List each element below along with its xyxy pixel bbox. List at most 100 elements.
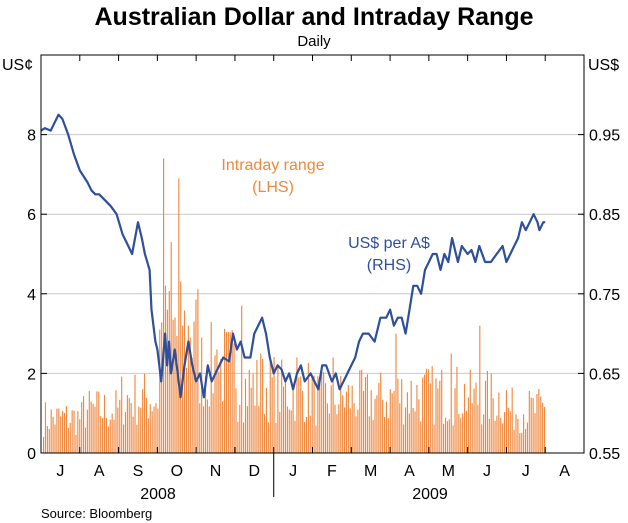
intraday-bar <box>231 330 233 453</box>
intraday-bar <box>444 417 447 453</box>
intraday-bar <box>303 422 306 453</box>
left-axis-unit: US¢ <box>2 57 33 74</box>
intraday-bar <box>422 377 424 453</box>
intraday-bar <box>56 408 58 453</box>
intraday-bar <box>164 285 167 453</box>
intraday-bar <box>166 309 168 453</box>
intraday-bar <box>298 377 300 453</box>
month-label: O <box>171 463 183 480</box>
intraday-bar <box>96 391 98 453</box>
intraday-bar <box>511 387 513 453</box>
intraday-bar <box>84 427 87 453</box>
intraday-bar <box>71 410 73 453</box>
intraday-bar <box>94 406 96 453</box>
intraday-bar <box>328 413 330 453</box>
intraday-bar <box>343 407 346 453</box>
intraday-bar <box>505 390 508 453</box>
intraday-bar <box>465 410 468 453</box>
intraday-bar <box>364 376 367 453</box>
intraday-bar <box>368 416 370 453</box>
intraday-bar <box>435 378 437 453</box>
intraday-bar <box>220 359 222 453</box>
audusd-line <box>40 113 546 399</box>
intraday-bar <box>332 357 334 453</box>
right-axis-ticks: 0.55 0.65 0.75 0.85 0.95 <box>578 128 620 463</box>
intraday-bar <box>429 383 431 453</box>
intraday-bar <box>433 424 435 453</box>
intraday-bar <box>277 364 279 453</box>
x-ticks <box>79 55 546 497</box>
intraday-bar <box>52 416 54 453</box>
intraday-bar <box>326 403 328 453</box>
intraday-bar <box>473 388 475 453</box>
intraday-bar <box>233 343 235 453</box>
intraday-bar <box>206 399 208 453</box>
intraday-bar <box>542 402 544 453</box>
month-label: A <box>404 463 415 480</box>
intraday-bar <box>509 411 511 453</box>
chart-title: Australian Dollar and Intraday Range <box>95 3 534 31</box>
intraday-bar <box>174 317 176 453</box>
intraday-range-bars <box>43 158 546 454</box>
intraday-bar <box>218 371 220 453</box>
intraday-bar <box>138 406 140 453</box>
intraday-bar <box>117 407 119 453</box>
intraday-bar <box>370 390 372 453</box>
intraday-bar <box>471 403 473 453</box>
intraday-bar <box>361 369 363 453</box>
intraday-bar <box>540 396 542 453</box>
intraday-bar <box>243 422 245 453</box>
month-label: S <box>133 463 144 480</box>
intraday-bar <box>43 436 45 453</box>
intraday-bar <box>199 403 201 453</box>
intraday-bar <box>475 382 477 453</box>
intraday-bar <box>387 418 389 453</box>
intraday-bar <box>330 385 332 453</box>
intraday-bar <box>208 406 210 453</box>
intraday-bar <box>227 331 229 453</box>
intraday-bar <box>214 355 216 453</box>
intraday-bar <box>300 376 302 453</box>
intraday-bar <box>389 389 391 453</box>
intraday-bar <box>269 357 271 453</box>
intraday-bar <box>425 368 428 453</box>
intraday-bar <box>157 408 159 453</box>
intraday-bar <box>454 388 456 453</box>
left-tick-label: 6 <box>27 207 36 224</box>
intraday-bar <box>241 305 243 453</box>
intraday-bar <box>534 413 536 453</box>
intraday-bar <box>353 403 355 453</box>
intraday-bar <box>50 409 52 453</box>
left-tick-label: 0 <box>27 446 36 463</box>
bars-label-axis: (LHS) <box>252 179 294 196</box>
intraday-bar <box>161 322 163 453</box>
intraday-bar <box>481 424 483 453</box>
intraday-bar <box>484 380 487 453</box>
intraday-bar <box>302 391 304 453</box>
intraday-bar <box>336 414 338 453</box>
intraday-bar <box>267 422 269 453</box>
intraday-bar <box>450 353 452 453</box>
intraday-bar <box>378 382 380 453</box>
intraday-bar <box>544 407 546 453</box>
intraday-bar <box>172 319 174 453</box>
intraday-bar <box>503 411 506 453</box>
intraday-bar <box>212 393 214 453</box>
intraday-bar <box>153 406 155 453</box>
intraday-bar <box>203 406 205 453</box>
intraday-bar <box>54 424 56 453</box>
month-label: J <box>289 463 297 480</box>
intraday-bar <box>513 429 515 453</box>
month-label: J <box>483 463 491 480</box>
intraday-bar <box>187 325 189 453</box>
intraday-bar <box>121 376 123 453</box>
month-label: F <box>327 463 337 480</box>
intraday-bar <box>391 393 393 453</box>
intraday-bar <box>90 401 92 453</box>
intraday-bar <box>159 329 161 453</box>
intraday-bar <box>406 392 408 453</box>
intraday-bar <box>347 384 349 453</box>
intraday-bar <box>65 406 67 453</box>
intraday-bar <box>124 411 127 453</box>
intraday-bar <box>250 387 252 453</box>
